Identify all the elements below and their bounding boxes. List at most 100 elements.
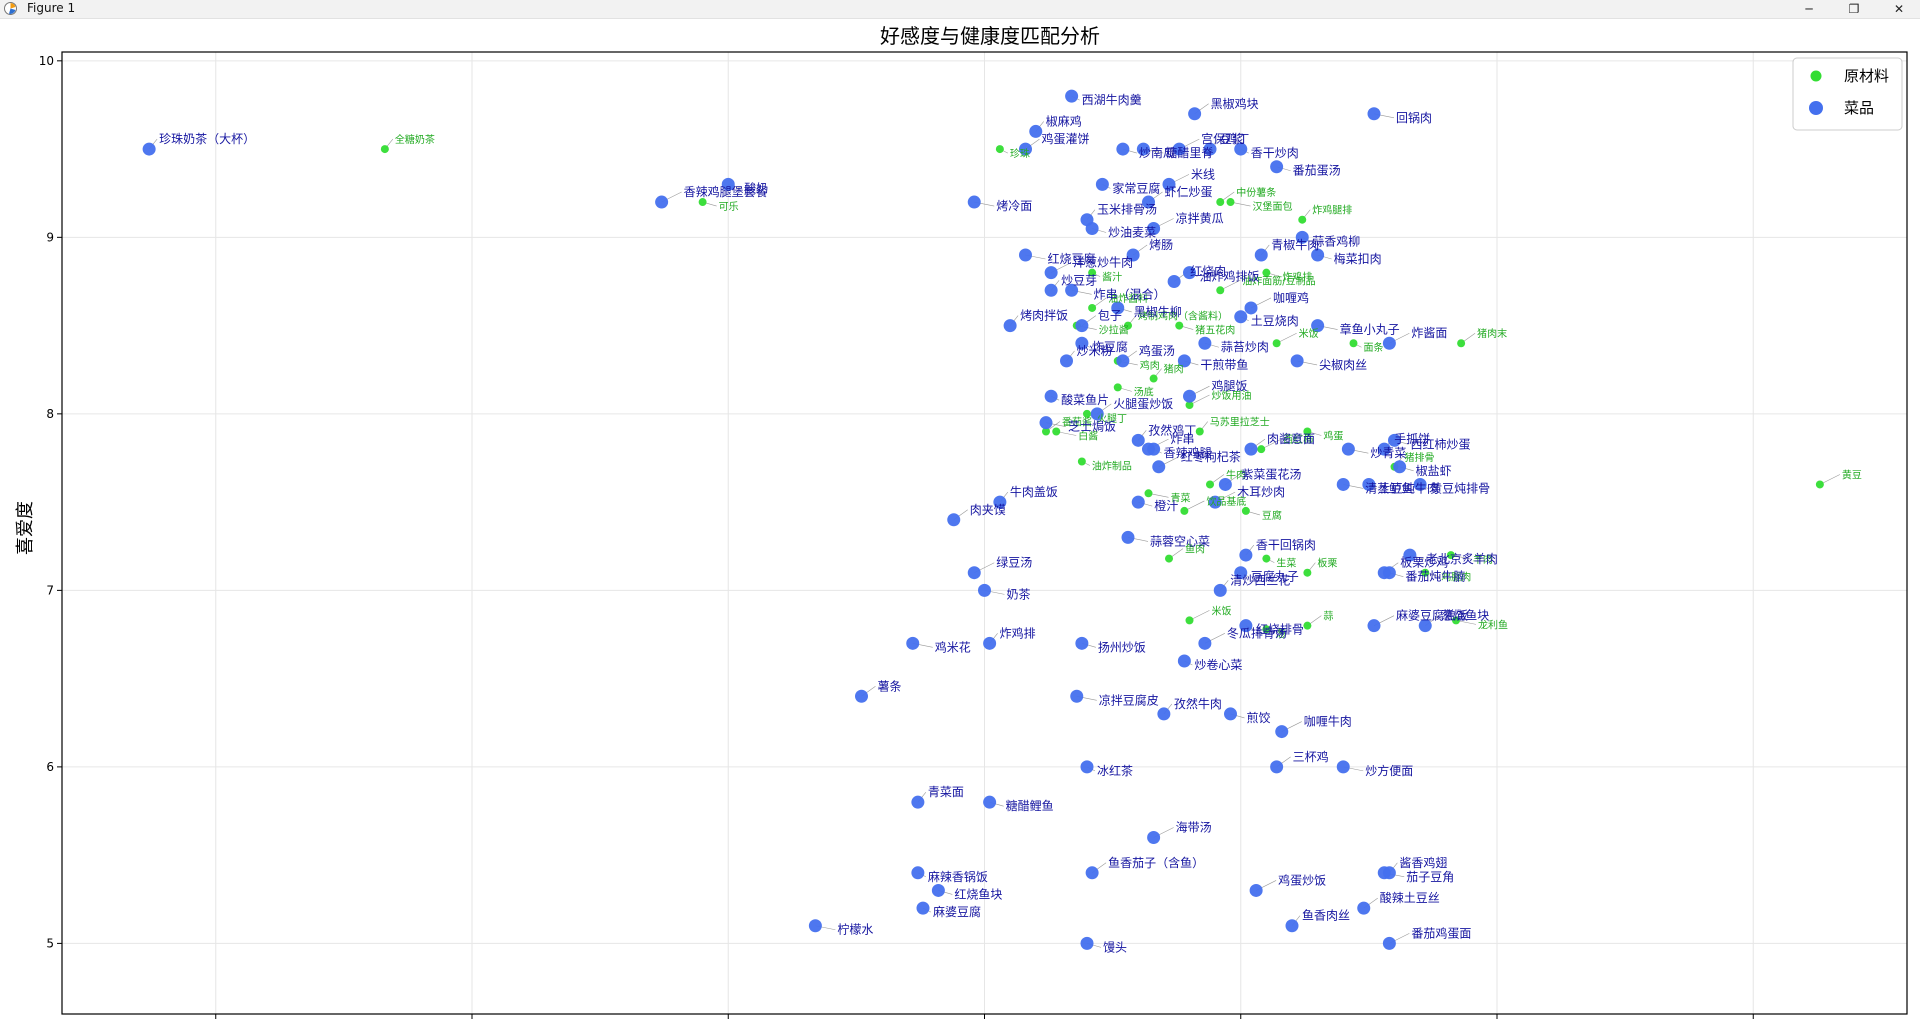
ingredient-point-label: 沙拉酱 (1099, 324, 1129, 337)
dish-point-label: 牛肉盖饭 (1010, 484, 1058, 499)
dish-point (911, 795, 925, 809)
y-axis-label: 喜爱度 (15, 501, 36, 555)
dish-point-label: 咖喱牛肉 (1304, 714, 1352, 729)
ingredient-point-label: 全糖奶茶 (395, 133, 435, 146)
ingredient-point-label: 羊肉 (1473, 553, 1493, 566)
dish-point-label: 海带汤 (1176, 819, 1212, 834)
dish-point (1085, 866, 1099, 880)
chart-title: 好感度与健康度匹配分析 (880, 24, 1100, 48)
dish-point (1234, 142, 1248, 156)
y-tick-label: 10 (39, 54, 54, 68)
ingredient-point-label: 珍珠 (1010, 147, 1030, 160)
dish-point-label: 红烧肉 (1190, 263, 1226, 278)
dish-point-label: 酱香鸡翅 (1399, 855, 1447, 870)
ingredient-point-label: 中份薯条 (1236, 186, 1276, 199)
ingredient-point-label: 蒜 (1323, 611, 1333, 623)
window-title: Figure 1 (27, 1, 76, 15)
close-icon[interactable]: ✕ (1893, 2, 1905, 16)
dish-point-label: 麻婆豆腐盖饭 (1396, 608, 1468, 623)
dish-point (1388, 433, 1401, 447)
ingredient-point (1262, 554, 1271, 563)
dish-point-label: 土豆烧肉 (1251, 314, 1299, 328)
dish-point-label: 烤冷面 (996, 198, 1032, 213)
dish-point (1116, 354, 1130, 368)
dish-point-label: 炒卷心菜 (1194, 657, 1242, 672)
dish-point-label: 芝士焗饭 (1068, 419, 1116, 434)
dish-point (1270, 760, 1284, 774)
dish-point (1198, 336, 1212, 350)
ingredient-point (1088, 303, 1097, 312)
dish-point (1244, 301, 1258, 315)
dish-point-label: 青椒牛肉 (1271, 237, 1319, 252)
dish-point-label: 虾仁炒蛋 (1165, 185, 1213, 199)
ingredient-point-label: 鸡肉 (1140, 359, 1160, 372)
dish-point (1183, 266, 1196, 280)
dish-point (1080, 760, 1094, 774)
y-tick-label: 6 (46, 760, 54, 774)
dish-point-label: 炒方便面 (1365, 763, 1413, 778)
dish-point (1377, 442, 1391, 456)
dish-point (1131, 495, 1145, 509)
ingredient-point-label: 白酱 (1078, 430, 1098, 443)
dish-point-label: 三杯鸡 (1293, 749, 1329, 764)
dish-point (1095, 177, 1109, 191)
dish-point-label: 柠檬水 (837, 922, 873, 937)
dish-point-label: 酸菜鱼片 (1061, 392, 1109, 407)
ingredient-point (1077, 457, 1086, 466)
ingredient-point (1303, 427, 1312, 436)
dish-point-label: 肉夹馍 (970, 503, 1006, 517)
dish-point-label: 炒南瓜 (1139, 145, 1175, 160)
dish-point (1152, 460, 1166, 474)
dish-point (1085, 222, 1099, 236)
dish-point-label: 孜然牛肉 (1174, 696, 1222, 711)
dish-point-label: 炒油麦菜 (1108, 226, 1156, 240)
dish-point (1336, 760, 1350, 774)
dish-point (1147, 222, 1161, 236)
ingredient-point-label: 烤制鸡肉（含酱料） (1138, 310, 1228, 323)
minimize-icon[interactable]: ─ (1805, 2, 1813, 16)
ingredient-point (1241, 506, 1250, 515)
ingredient-point-label: 汤底 (1134, 385, 1154, 398)
dish-point-label: 冰红茶 (1097, 763, 1133, 778)
dish-point-label: 梅菜扣肉 (1334, 251, 1382, 266)
dish-point-label: 番茄鸡蛋面 (1411, 925, 1471, 940)
dish-point-label: 炒米粉 (1077, 344, 1113, 358)
ingredient-point (1216, 198, 1225, 207)
dish-point-label: 手抓饼 (1394, 432, 1430, 446)
dish-point-label: 油炸鸡排饭 (1200, 269, 1260, 284)
dish-point-label: 葱烧鱼块 (1441, 609, 1489, 623)
ingredient-point (1446, 551, 1455, 560)
dish-point (1198, 636, 1212, 650)
ingredient-point-label: 豆腐 (1262, 509, 1282, 522)
ingredient-point-label: 龙利鱼 (1478, 618, 1508, 631)
maximize-icon[interactable]: ❐ (1848, 2, 1860, 16)
dish-point (1019, 248, 1032, 262)
ingredient-point (1257, 445, 1266, 454)
ingredient-point (1272, 339, 1281, 348)
dish-point-label: 茄子豆角 (1406, 870, 1454, 884)
ingredient-point (1165, 554, 1173, 563)
ingredient-point-label: 面条 (1364, 341, 1384, 354)
dish-point (967, 195, 981, 209)
dish-point (983, 795, 997, 809)
dish-point-label: 米线 (1191, 167, 1215, 181)
ingredient-point (1149, 374, 1158, 383)
dish-point (1157, 707, 1171, 721)
dish-point (1311, 319, 1325, 333)
dish-point-label: 奶茶 (1007, 586, 1031, 601)
label-leader-lines (148, 95, 1841, 948)
ingredient-point (1113, 383, 1122, 392)
dish-point-label: 黄豆炖排骨 (1430, 481, 1490, 495)
ingredient-point-label: 马苏里拉芝士 (1210, 416, 1270, 429)
ingredient-point (1185, 616, 1194, 625)
dish-point (808, 919, 822, 933)
ingredient-point (1815, 480, 1824, 489)
dish-point (1208, 495, 1222, 509)
dish-point (1172, 142, 1186, 156)
dish-point (1270, 160, 1284, 174)
dish-point (1224, 707, 1237, 721)
dish-point-label: 豆浆 (1220, 131, 1244, 146)
dish-point (1090, 407, 1104, 421)
dish-point-label: 鱼香肉丝 (1302, 909, 1350, 923)
